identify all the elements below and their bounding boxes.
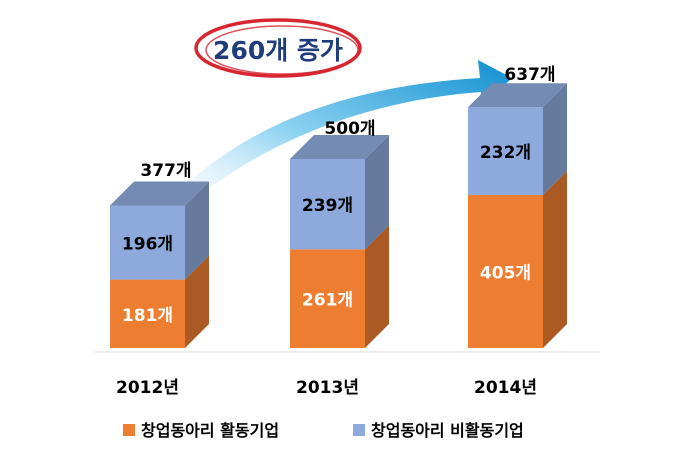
x-tick-label-1: 2013년 <box>296 378 359 398</box>
bar-side-0-1 <box>365 225 389 348</box>
data-label-1-1: 239개 <box>302 196 353 216</box>
legend-swatch-0 <box>123 424 135 436</box>
bar-segment-1-0 <box>110 205 185 280</box>
total-label-1: 500개 <box>324 119 375 139</box>
bar-side-0-2 <box>543 170 567 348</box>
bar-top-1 <box>290 135 389 159</box>
bar-segment-0-2 <box>468 194 543 348</box>
bar-side-1-1 <box>365 135 389 250</box>
bar-side-0-0 <box>185 255 209 348</box>
annotation-highlight-circle-inner <box>205 25 359 75</box>
bar-segment-1-1 <box>290 159 365 250</box>
legend-label-1: 창업동아리 비활동기업 <box>371 421 524 440</box>
legend-label-0: 창업동아리 활동기업 <box>141 421 279 440</box>
data-label-0-1: 261개 <box>302 291 353 311</box>
data-label-1-0: 196개 <box>122 235 173 255</box>
data-label-0-2: 405개 <box>480 263 531 283</box>
total-label-0: 377개 <box>140 161 191 181</box>
legend-swatch-1 <box>353 424 365 436</box>
bar-side-1-2 <box>543 83 567 195</box>
bar-top-2 <box>468 83 567 108</box>
annotation-highlight-circle <box>194 18 362 78</box>
data-label-1-2: 232개 <box>480 143 531 163</box>
bar-segment-0-1 <box>290 249 365 348</box>
bar-side-1-0 <box>185 181 209 280</box>
x-tick-label-0: 2012년 <box>116 378 179 398</box>
annotation-text: 260개 증가 <box>213 36 343 65</box>
bar-segment-0-0 <box>110 279 185 348</box>
bar-segment-1-2 <box>468 107 543 195</box>
data-label-0-0: 181개 <box>122 306 173 326</box>
total-label-2: 637개 <box>504 65 555 85</box>
x-tick-label-2: 2014년 <box>474 378 537 398</box>
bar-top-0 <box>110 181 209 206</box>
